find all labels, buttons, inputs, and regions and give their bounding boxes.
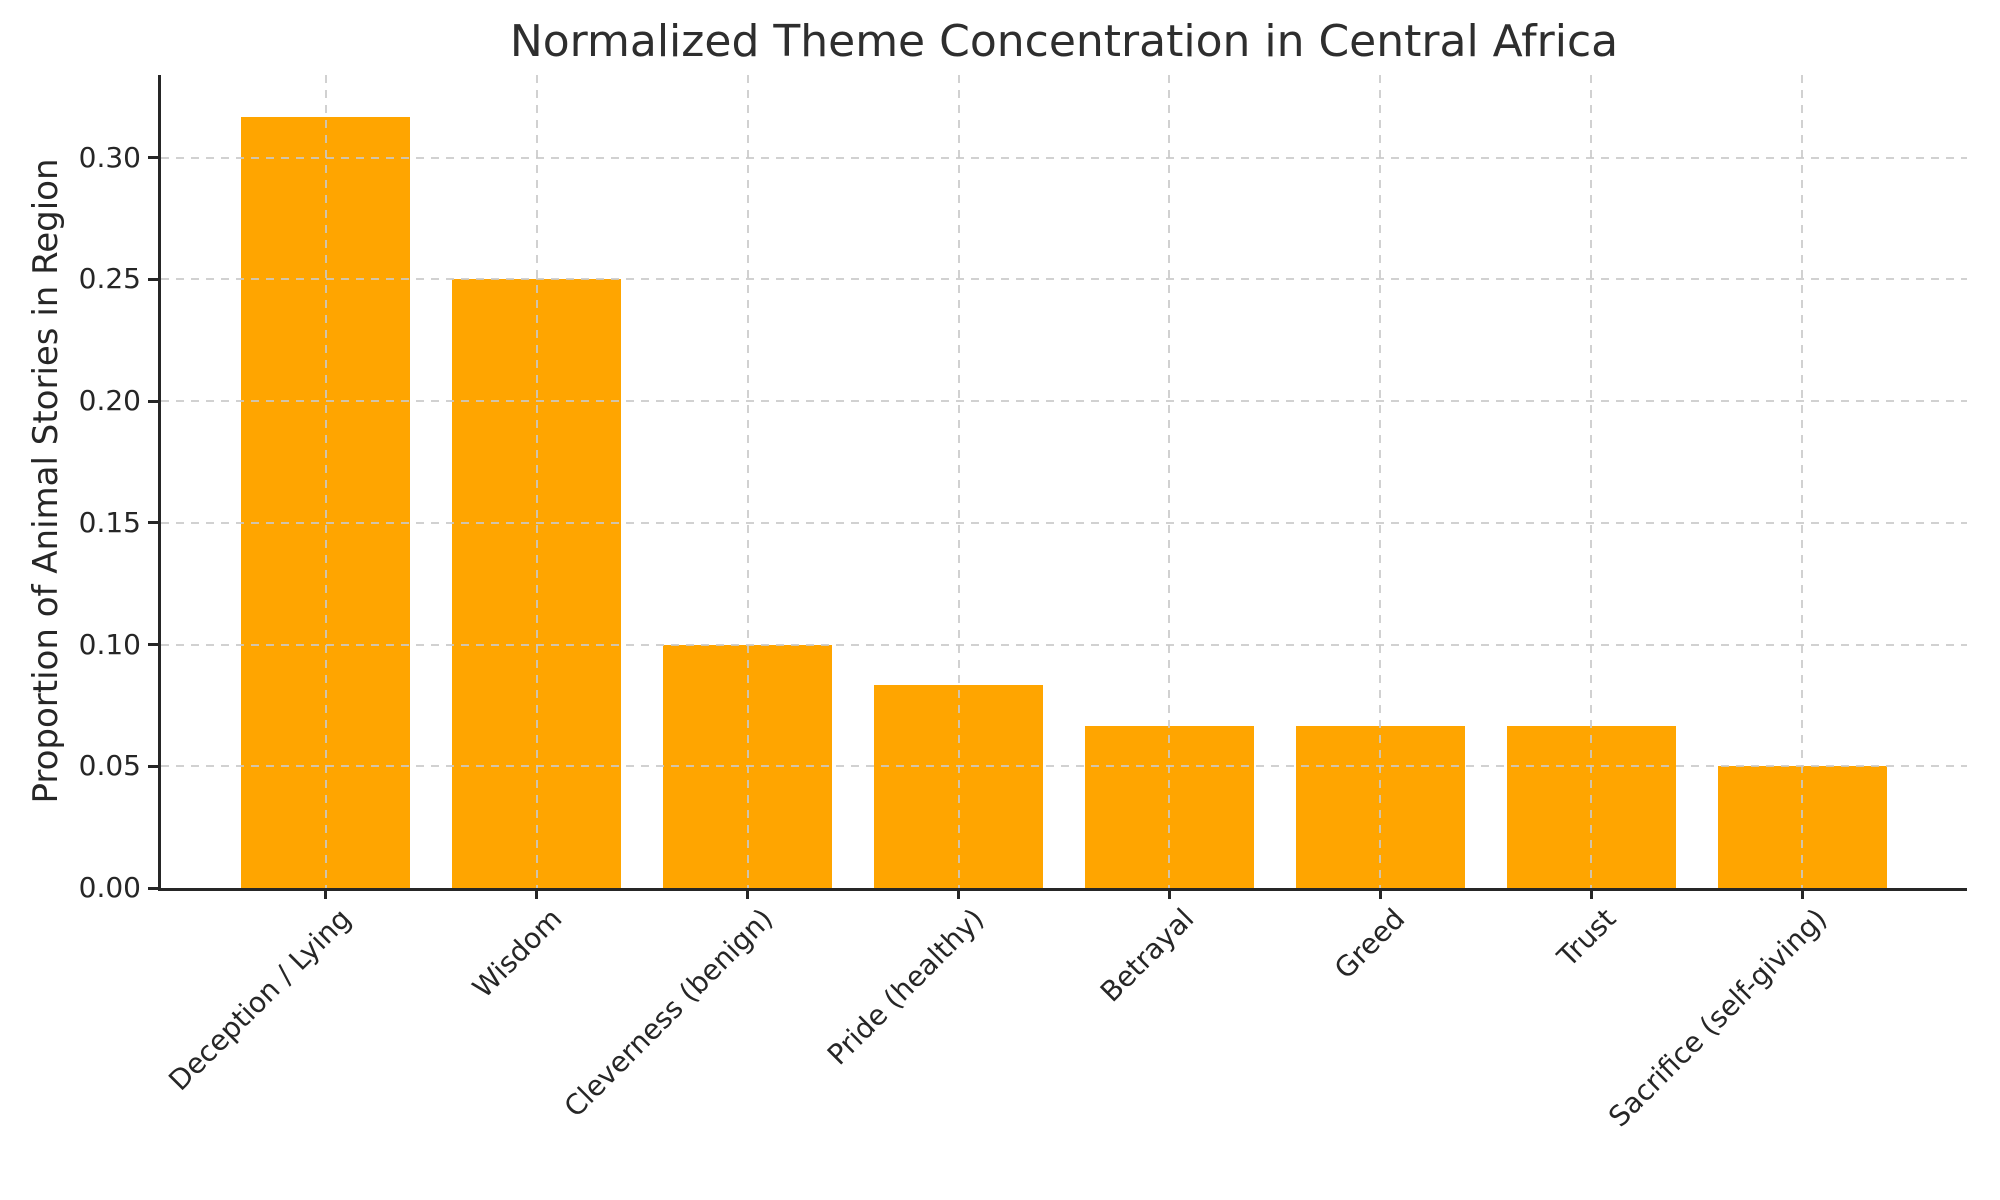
gridline-vertical <box>1379 75 1382 888</box>
x-tick-label: Wisdom <box>465 902 568 1005</box>
x-tick-label: Trust <box>1551 902 1623 974</box>
plot-area: 0.00 0.05 0.10 0.15 0.20 0.25 0.30 Deception / … <box>79 75 1967 1133</box>
gridline-horizontal <box>161 765 1967 768</box>
x-tick-label: Pride (healthy) <box>820 902 990 1072</box>
gridline-horizontal <box>161 643 1967 646</box>
y-tick <box>148 399 159 403</box>
x-tick-label: Sacrifice (self-giving) <box>1602 902 1834 1134</box>
x-tick <box>535 888 539 899</box>
y-tick-label: 0.15 <box>78 505 141 539</box>
gridline-vertical <box>1168 75 1171 888</box>
x-tick <box>746 888 750 899</box>
x-tick <box>1800 888 1804 899</box>
y-tick-label: 0.10 <box>78 627 141 661</box>
y-tick <box>148 764 159 768</box>
y-tick-label: 0.25 <box>78 262 141 296</box>
y-tick <box>148 521 159 525</box>
gridline-vertical <box>746 75 749 888</box>
gridline-vertical <box>324 75 327 888</box>
gridline-vertical <box>1801 75 1804 888</box>
gridline-vertical <box>957 75 960 888</box>
gridline-horizontal <box>161 278 1967 281</box>
x-tick <box>957 888 960 899</box>
x-axis-spine <box>158 888 1967 891</box>
y-tick-label: 0.00 <box>78 871 141 904</box>
y-tick-label: 0.05 <box>78 749 141 783</box>
gridline-vertical <box>1590 75 1593 888</box>
gridline-horizontal <box>161 521 1967 524</box>
gridline-vertical <box>535 75 538 888</box>
x-tick-label: Greed <box>1328 902 1412 986</box>
y-tick <box>148 277 159 281</box>
x-tick-label: Betrayal <box>1094 902 1201 1009</box>
y-tick <box>148 643 159 647</box>
x-tick <box>1167 888 1171 899</box>
x-tick <box>324 888 328 899</box>
chart-title: Normalized Theme Concentration in Centra… <box>509 16 1619 67</box>
y-tick <box>148 156 159 160</box>
gridline-horizontal <box>161 400 1967 403</box>
gridline-horizontal <box>161 156 1967 159</box>
y-tick <box>148 886 159 890</box>
x-tick-label: Cleverness (benign) <box>557 902 779 1124</box>
y-axis-spine <box>158 75 161 891</box>
y-tick-label: 0.20 <box>78 384 141 418</box>
y-tick-label: 0.30 <box>78 140 141 174</box>
x-tick-label: Deception / Lying <box>161 902 357 1098</box>
x-tick <box>1589 888 1593 899</box>
y-axis-label: Proportion of Animal Stories in Region <box>26 158 66 804</box>
x-tick <box>1378 888 1382 899</box>
